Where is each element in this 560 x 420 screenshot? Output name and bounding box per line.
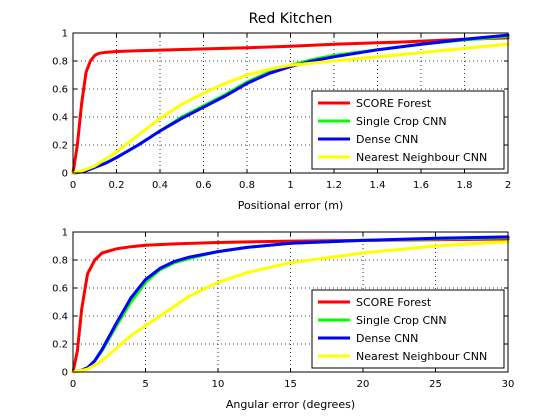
- x-tick-label: 30: [502, 379, 515, 390]
- x-tick-label: 0.2: [109, 180, 125, 191]
- y-tick-label: 0.8: [52, 256, 68, 267]
- series-line-0: [71, 36, 510, 175]
- legend-label-2: Dense CNN: [356, 133, 418, 146]
- x-tick-label: 1.4: [370, 180, 386, 191]
- x-tick-label: 15: [284, 379, 297, 390]
- x-tick-label: 0.6: [196, 180, 212, 191]
- x-tick-label: 0.8: [239, 180, 255, 191]
- axes-box: [72, 231, 509, 373]
- x-tick-label: 1: [287, 180, 293, 191]
- y-tick-label: 0.8: [52, 57, 68, 68]
- x-tick-label: 2: [505, 180, 511, 191]
- legend: SCORE Forest Single Crop CNN Dense CNN Near…: [311, 289, 505, 369]
- legend-label-1: Single Crop CNN: [356, 314, 447, 327]
- x-tick-label: 1.8: [457, 180, 473, 191]
- y-tick-label: 0.4: [52, 312, 68, 323]
- x-tick-label: 1.2: [326, 180, 342, 191]
- y-tick-label: 0.2: [52, 340, 68, 351]
- legend-label-2: Dense CNN: [356, 332, 418, 345]
- x-axis-label: Positional error (m): [238, 199, 344, 212]
- legend-label-3: Nearest Neighbour CNN: [356, 350, 487, 363]
- y-tick-label: 0.6: [52, 284, 68, 295]
- x-axis-label: Angular error (degrees): [226, 398, 355, 411]
- legend-label-1: Single Crop CNN: [356, 115, 447, 128]
- chart-positional-error: 0 0.2 0.4 0.6 0.8 1 1.2 1.4 1.6 1.8 2 0 0.2 0.4 0.6 0.8…: [52, 11, 511, 212]
- series-line-2: [71, 235, 510, 374]
- x-tick-label: 0.4: [152, 180, 168, 191]
- legend: SCORE Forest Single Crop CNN Dense CNN Near…: [311, 90, 505, 170]
- y-tick-label: 0.2: [52, 141, 68, 152]
- x-tick-label: 0: [70, 180, 76, 191]
- y-tick-label: 0: [62, 368, 68, 379]
- chart-angular-error: 0 5 10 15 20 25 30 0 0.2 0.4 0.6 0.8 1 Angular error …: [52, 228, 514, 412]
- x-tick-label: 20: [357, 379, 370, 390]
- series-line-2: [71, 33, 510, 175]
- y-tick-label: 1: [62, 228, 68, 239]
- y-tick-label: 0.4: [52, 113, 68, 124]
- x-tick-label: 25: [429, 379, 442, 390]
- x-tick-label: 0: [70, 379, 76, 390]
- legend-label-0: SCORE Forest: [356, 296, 432, 309]
- chart-title: Red Kitchen: [249, 11, 333, 27]
- x-tick-label: 1.6: [413, 180, 429, 191]
- y-tick-label: 1: [62, 29, 68, 40]
- legend-label-3: Nearest Neighbour CNN: [356, 151, 487, 164]
- legend-label-0: SCORE Forest: [356, 97, 432, 110]
- axes-box: [72, 32, 509, 174]
- x-tick-label: 10: [212, 379, 225, 390]
- series-line-3: [71, 42, 510, 175]
- y-tick-label: 0.6: [52, 85, 68, 96]
- x-tick-label: 5: [142, 379, 148, 390]
- y-tick-label: 0: [62, 169, 68, 180]
- series-line-3: [71, 240, 510, 374]
